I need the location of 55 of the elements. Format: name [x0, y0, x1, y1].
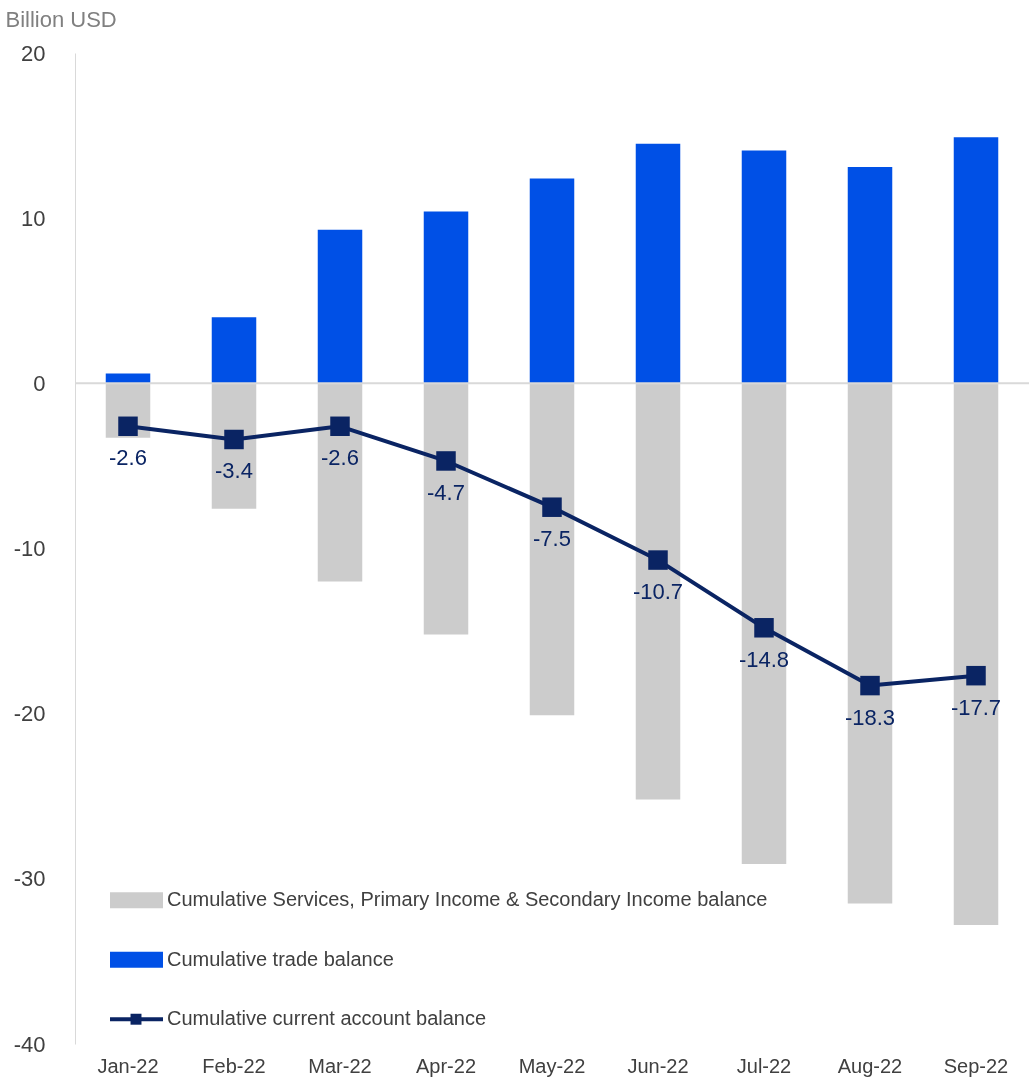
legend-label: Cumulative current account balance — [167, 1007, 487, 1030]
data-label: -17.7 — [950, 694, 1002, 720]
point — [542, 497, 562, 517]
x-tick-label: Jul-22 — [736, 1054, 792, 1077]
bar — [211, 383, 257, 509]
bar — [635, 143, 681, 384]
point — [330, 416, 350, 437]
x-tick-label: Aug-22 — [837, 1054, 903, 1077]
legend-label: Cumulative Services, Primary Income & Secondary Income balance — [167, 888, 768, 911]
bar — [741, 383, 787, 864]
y-tick-label: -20 — [13, 701, 46, 727]
bar — [529, 178, 575, 384]
data-label: -4.7 — [427, 479, 465, 505]
data-label: -14.8 — [738, 646, 790, 672]
x-tick-label: Sep-22 — [943, 1054, 1009, 1077]
point — [224, 429, 244, 450]
data-label: -7.5 — [533, 526, 571, 552]
legend-label: Cumulative trade balance — [167, 947, 394, 970]
bar — [847, 383, 893, 904]
y-tick-label: -10 — [13, 536, 46, 561]
bar — [635, 383, 681, 800]
y-tick-label: 20 — [21, 40, 46, 66]
point — [966, 665, 986, 686]
bar — [423, 383, 469, 635]
point — [860, 675, 880, 696]
bar — [741, 150, 787, 384]
bar — [423, 211, 469, 384]
bar — [211, 317, 257, 384]
data-label: -2.6 — [321, 445, 359, 471]
data-label: -18.3 — [844, 704, 896, 730]
point — [118, 416, 138, 437]
x-tick-label: May-22 — [518, 1054, 586, 1077]
y-tick-label: -30 — [13, 866, 46, 892]
y-tick-label: 0 — [33, 370, 46, 396]
data-label: -2.6 — [109, 445, 147, 471]
data-label: -10.7 — [632, 579, 684, 605]
y-tick-label: -40 — [13, 1031, 46, 1057]
point — [436, 451, 456, 471]
y-tick-label: 10 — [21, 205, 46, 231]
x-tick-label: Apr-22 — [415, 1054, 477, 1077]
point — [648, 550, 668, 570]
point — [754, 618, 774, 638]
x-tick-label: Jan-22 — [97, 1054, 159, 1077]
x-tick-label: Jun-22 — [627, 1054, 689, 1077]
x-tick-label: Feb-22 — [202, 1054, 266, 1077]
bar — [847, 166, 893, 384]
x-tick-label: Mar-22 — [308, 1054, 372, 1077]
data-label: -3.4 — [215, 458, 253, 484]
bar — [529, 383, 575, 716]
bar — [317, 229, 363, 384]
bar — [953, 383, 999, 926]
bar — [105, 373, 151, 384]
y-axis-title: Billion USD — [5, 6, 117, 32]
bar — [317, 383, 363, 582]
bar — [953, 137, 999, 384]
